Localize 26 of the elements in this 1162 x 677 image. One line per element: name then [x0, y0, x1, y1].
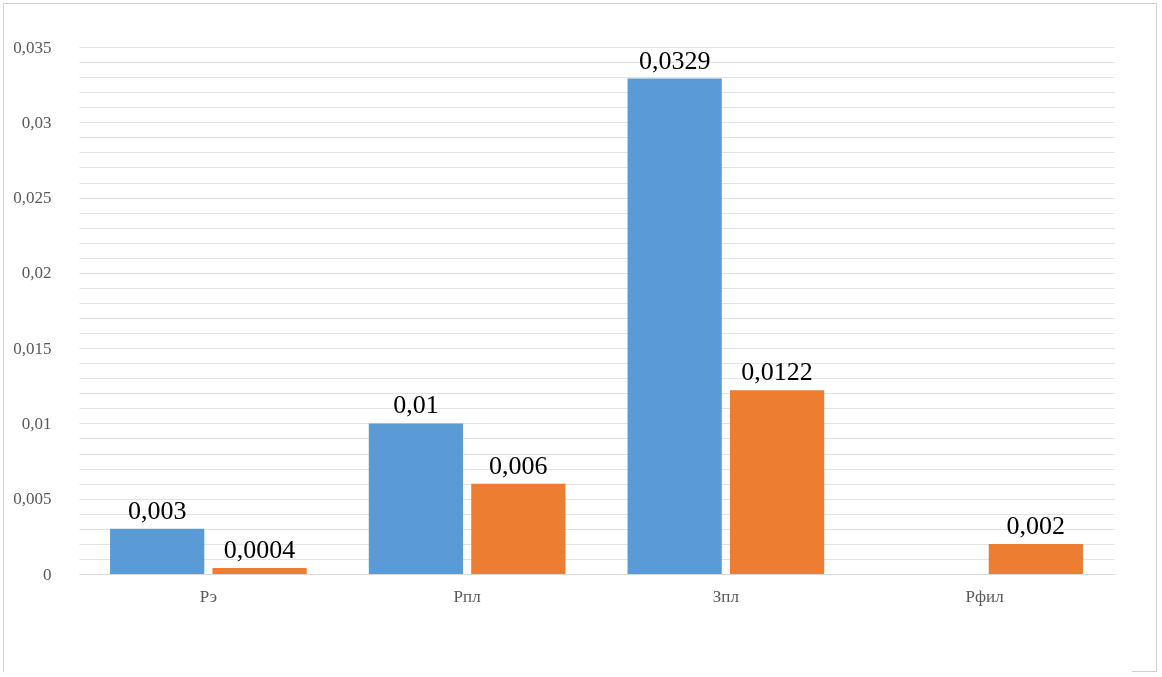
y-tick-label: 0,01: [21, 413, 52, 433]
bar: [110, 528, 205, 574]
x-tick-label: Зпл: [712, 586, 740, 606]
y-tick-label: 0,035: [13, 37, 52, 57]
x-tick-label: Рфил: [965, 586, 1005, 606]
data-label: 0,002: [1006, 510, 1066, 540]
y-tick-label: 0,015: [13, 338, 52, 358]
y-tick-label: 0,025: [13, 188, 52, 208]
bar: [729, 390, 825, 574]
y-tick-label: 0,02: [21, 263, 52, 283]
y-tick-label: 0,03: [21, 112, 52, 132]
bar: [212, 567, 307, 574]
data-label: 0,0122: [741, 357, 813, 387]
x-tick-label: Рэ: [199, 586, 217, 606]
y-tick-label: 0,005: [13, 489, 52, 509]
bar: [988, 543, 1083, 574]
bar: [368, 423, 464, 574]
data-label: 0,0004: [223, 534, 296, 564]
data-label: 0,01: [393, 390, 439, 420]
x-tick-label: Рпл: [453, 586, 482, 606]
y-tick-label: 0: [43, 564, 52, 584]
bar: [471, 483, 566, 574]
data-label: 0,0329: [638, 45, 711, 75]
bar: [627, 78, 722, 574]
data-label: 0,003: [127, 495, 187, 525]
data-label: 0,006: [489, 450, 548, 480]
